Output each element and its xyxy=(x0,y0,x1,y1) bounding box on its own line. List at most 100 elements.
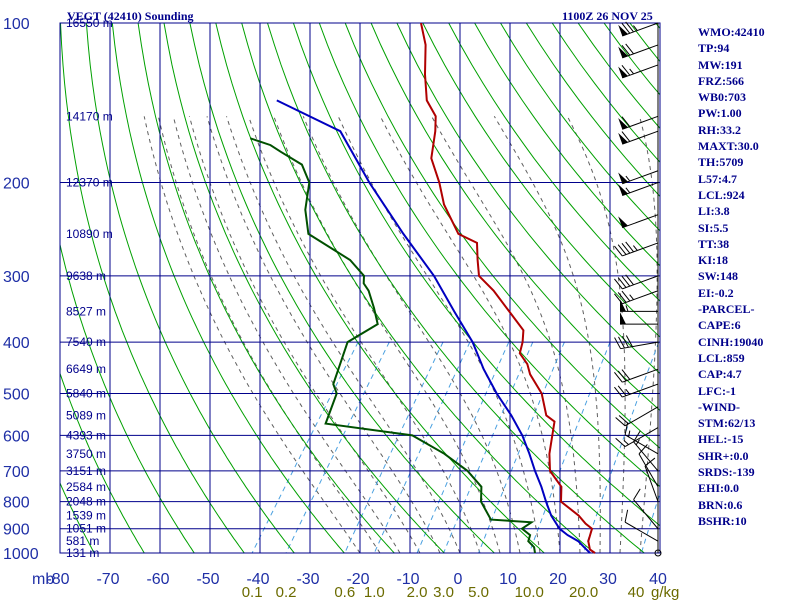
sounding-index: MAXT:30.0 xyxy=(698,139,759,154)
wind-barb-full xyxy=(614,371,623,383)
wind-barb xyxy=(614,368,659,383)
mixing-ratio-label: 2.0 xyxy=(407,584,428,600)
wind-barb-staff xyxy=(622,290,659,305)
sounding-index: PW:1.00 xyxy=(698,106,742,121)
wind-barb xyxy=(615,427,659,448)
sounding-index: L57:4.7 xyxy=(698,171,737,186)
wind-barb-flag xyxy=(618,24,628,36)
wind-barb-full xyxy=(617,292,627,303)
wind-barb-full xyxy=(621,275,631,287)
wind-barb-half xyxy=(625,175,631,182)
sounding-index: LI:3.8 xyxy=(698,204,730,219)
dry-adiabat xyxy=(422,23,660,338)
wind-barb-staff xyxy=(624,406,659,427)
wind-barb-staff xyxy=(622,182,659,197)
sounding-index: FRZ:566 xyxy=(698,73,744,88)
wind-barb xyxy=(618,21,659,37)
wind-barb-half xyxy=(629,68,634,75)
temperature-tick-label: -20 xyxy=(346,571,369,588)
wind-barb-staff xyxy=(633,441,659,472)
sounding-index: WMO:42410 xyxy=(698,25,765,39)
wind-barb-staff xyxy=(622,44,659,59)
mixing-ratio-unit-label: g/kg xyxy=(651,584,679,600)
wind-barb xyxy=(614,241,659,257)
height-label: 14170 m xyxy=(66,109,113,123)
sounding-index: SRDS:-139 xyxy=(698,465,755,480)
dry-adiabat xyxy=(60,242,195,554)
moist-adiabat xyxy=(431,116,581,554)
wind-barb-full xyxy=(614,278,623,290)
wind-barb-full xyxy=(625,21,634,33)
wind-barb-half xyxy=(625,187,631,194)
wind-barb xyxy=(633,430,659,472)
dry-adiabat xyxy=(474,23,660,267)
height-label: 6649 m xyxy=(66,362,106,376)
sounding-index: CAPE:6 xyxy=(698,318,741,333)
height-label: 2584 m xyxy=(66,480,106,494)
wind-barb-staff xyxy=(622,64,659,79)
height-label: 8527 m xyxy=(66,304,106,318)
wind-barb-half xyxy=(633,245,638,251)
temperature-tick-label: 0 xyxy=(454,571,463,588)
height-label: 16550 m xyxy=(66,16,113,30)
mixing-ratio-label: 3.0 xyxy=(433,584,454,600)
sounding-index: LCL:924 xyxy=(698,187,745,202)
wind-barb-full xyxy=(615,437,626,447)
temperature-tick-label: -50 xyxy=(196,571,219,588)
wind-barb-flag xyxy=(620,312,626,325)
dry-adiabat xyxy=(189,23,495,554)
wind-barb xyxy=(615,406,659,427)
temperature-tick-label: -40 xyxy=(246,571,269,588)
height-label: 3151 m xyxy=(66,464,106,478)
wind-barb-staff xyxy=(638,453,659,488)
height-label: 10890 m xyxy=(66,227,113,241)
dewpoint-line xyxy=(249,137,536,554)
wind-barb xyxy=(618,64,659,79)
wind-barbs xyxy=(614,21,662,557)
moist-adiabat xyxy=(379,116,561,554)
sounding-index: SHR+:0.0 xyxy=(698,448,749,463)
mixing-ratio-label: 0.2 xyxy=(276,584,297,600)
height-label: 1051 m xyxy=(66,522,106,536)
sounding-index: EI:-0.2 xyxy=(698,285,734,300)
wind-barb-staff xyxy=(622,115,659,130)
wind-barb-full xyxy=(617,385,627,396)
dry-adiabat xyxy=(60,371,145,554)
dry-adiabats xyxy=(60,23,660,554)
wind-barb-full xyxy=(621,242,631,254)
moist-adiabat xyxy=(226,116,461,554)
wind-barb-full xyxy=(625,43,634,55)
height-label: 131 m xyxy=(66,546,99,560)
temperature-tick-label: -70 xyxy=(96,571,119,588)
sounding-index: CAP:4.7 xyxy=(698,367,742,382)
wind-barb-full xyxy=(625,335,633,347)
pressure-tick-label: 700 xyxy=(3,464,30,481)
chart-title: VEGT (42410) Sounding xyxy=(67,9,194,23)
wind-barb-staff xyxy=(622,368,659,383)
dry-adiabat xyxy=(60,481,95,554)
wind-barb-full xyxy=(614,245,623,257)
wind-barb-staff xyxy=(622,242,659,257)
wind-barb-full xyxy=(621,290,631,302)
mixing-ratio-label: 10.0 xyxy=(515,584,544,600)
plot-frame xyxy=(59,22,661,554)
dry-adiabat xyxy=(215,23,545,554)
temperature-tick-label: 30 xyxy=(599,571,617,588)
wind-barb-full xyxy=(638,444,648,455)
sounding-index: MW:191 xyxy=(698,57,743,72)
wind-barb-half xyxy=(629,294,634,300)
height-label: 12370 m xyxy=(66,176,113,190)
wind-barb xyxy=(620,312,658,325)
wind-barb-half xyxy=(625,305,629,312)
wind-barb-full xyxy=(617,244,627,255)
wind-barb-staff xyxy=(622,130,659,145)
sounding-index: TP:94 xyxy=(698,41,730,56)
sounding-index: TH:5709 xyxy=(698,155,744,170)
dry-adiabat xyxy=(318,23,660,488)
pressure-tick-label: 1000 xyxy=(3,546,39,563)
sounding-index: KI:18 xyxy=(698,253,728,268)
temperature-tick-label: 40 xyxy=(649,571,667,588)
wind-barb xyxy=(618,214,659,229)
sounding-index: WB0:703 xyxy=(698,90,746,105)
